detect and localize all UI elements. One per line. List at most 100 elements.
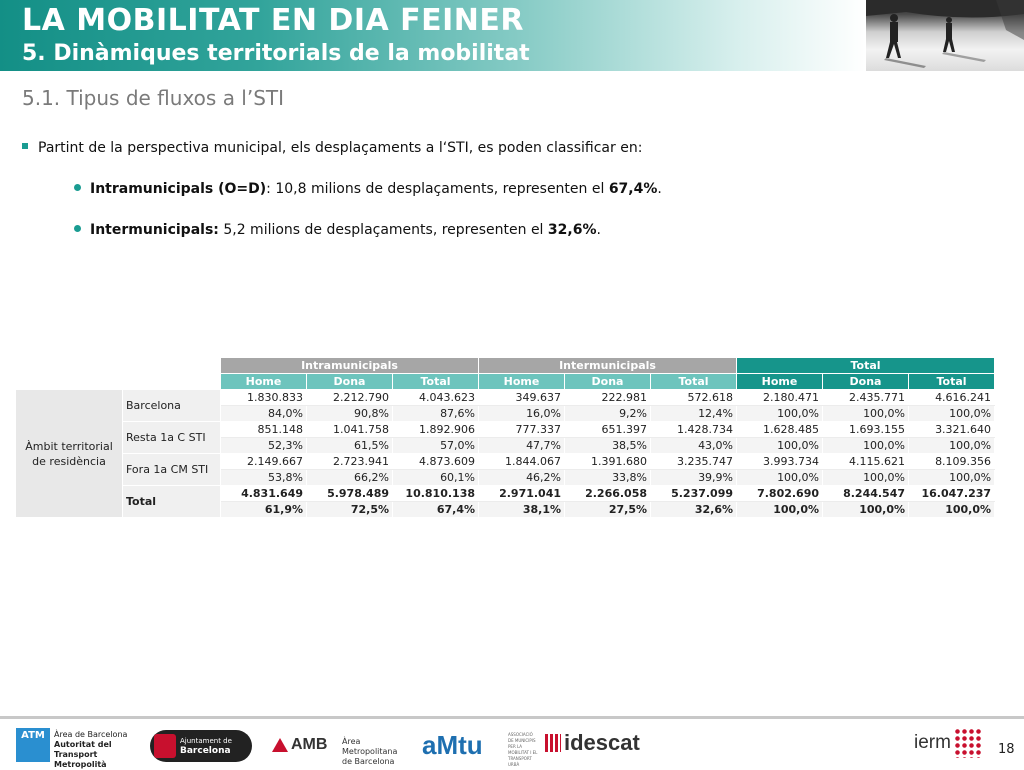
count-cell: 3.993.734 — [736, 453, 824, 470]
row-group-header: Àmbit territorial de residència — [15, 389, 123, 518]
intro-text: Partint de la perspectiva municipal, els… — [38, 140, 643, 156]
percent-cell: 39,9% — [650, 469, 738, 486]
count-cell: 1.428.734 — [650, 421, 738, 438]
count-cell: 10.810.138 — [391, 485, 480, 502]
col-header: Home — [220, 373, 307, 390]
col-header: Total — [650, 373, 738, 390]
amb-logo: AMB Àrea Metropolitana de Barcelona — [272, 728, 402, 766]
table-row: 84,0% 90,8% 87,6% 16,0% 9,2% 12,4% 100,0% 100,0… — [16, 405, 996, 422]
percent-cell: 12,4% — [650, 405, 738, 422]
percent-cell: 47,7% — [478, 437, 566, 454]
atm-text: Àrea de Barcelona Autoritat del Transpor… — [54, 730, 128, 770]
percent-cell: 52,3% — [220, 437, 307, 454]
percent-cell: 57,0% — [391, 437, 480, 454]
atm-line: Metropolità — [54, 760, 107, 769]
percent-cell: 100,0% — [736, 469, 824, 486]
count-cell: 5.978.489 — [306, 485, 393, 502]
count-cell: 7.802.690 — [736, 485, 824, 502]
count-cell: 3.321.640 — [908, 421, 996, 438]
count-cell: 777.337 — [478, 421, 566, 438]
percent-cell: 100,0% — [908, 501, 996, 518]
percent-cell: 90,8% — [306, 405, 393, 422]
amtu-logo: aMtu ASSOCIACIÓ DE MUNICIPIS PER LA MOBI… — [422, 728, 537, 767]
percent-cell: 46,2% — [478, 469, 566, 486]
barcelona-shield-icon — [154, 734, 176, 758]
page-subtitle: 5. Dinàmiques territorials de la mobilit… — [22, 41, 530, 66]
bullet-separator: : — [266, 181, 276, 197]
count-cell: 1.391.680 — [564, 453, 652, 470]
count-cell: 4.831.649 — [220, 485, 307, 502]
idescat-logo: idescat — [545, 728, 651, 762]
idescat-word: idescat — [564, 730, 640, 755]
percent-cell: 60,1% — [391, 469, 480, 486]
atm-logo: ATM Àrea de Barcelona Autoritat del Tran… — [16, 728, 128, 769]
percent-cell: 61,5% — [306, 437, 393, 454]
percent-cell: 27,5% — [564, 501, 652, 518]
blank-cell — [122, 357, 221, 374]
count-cell: 2.723.941 — [306, 453, 393, 470]
percent-cell: 100,0% — [908, 469, 996, 486]
percent-cell: 33,8% — [564, 469, 652, 486]
count-cell: 2.212.790 — [306, 389, 393, 406]
intro-bullet: Partint de la perspectiva municipal, els… — [22, 140, 642, 156]
mobility-table: Intramunicipals Intermunicipals Total Ho… — [15, 357, 996, 518]
bullet-label: Intermunicipals: — [90, 222, 219, 238]
percent-cell: 67,4% — [391, 501, 480, 518]
percent-cell: 16,0% — [478, 405, 566, 422]
percent-cell: 100,0% — [822, 501, 910, 518]
percent-cell: 87,6% — [391, 405, 480, 422]
group-header-row: Intramunicipals Intermunicipals Total — [15, 357, 996, 374]
percent-cell: 100,0% — [908, 405, 996, 422]
count-cell: 8.109.356 — [908, 453, 996, 470]
atm-line: Àrea de Barcelona — [54, 730, 128, 739]
bullet-end: . — [657, 181, 662, 197]
percent-cell: 66,2% — [306, 469, 393, 486]
count-cell: 222.981 — [564, 389, 652, 406]
row-label: Total — [122, 485, 221, 518]
group-header-total: Total — [736, 357, 996, 374]
bullet-value: 32,6% — [547, 222, 597, 238]
percent-cell: 84,0% — [220, 405, 307, 422]
count-cell: 851.148 — [220, 421, 307, 438]
footer-divider — [0, 716, 1024, 719]
count-cell: 572.618 — [650, 389, 738, 406]
percent-cell: 61,9% — [220, 501, 307, 518]
row-label: Fora 1a CM STI — [122, 453, 221, 486]
count-cell: 651.397 — [564, 421, 652, 438]
percent-cell: 53,8% — [220, 469, 307, 486]
dot-bullet-icon — [74, 183, 81, 191]
percent-cell: 100,0% — [822, 437, 910, 454]
pedestrians-image — [866, 0, 1024, 68]
col-header: Home — [736, 373, 824, 390]
bullet-label: Intramunicipals (O=D) — [90, 181, 267, 197]
iermb-dots-icon — [954, 728, 982, 758]
count-cell: 5.237.099 — [650, 485, 738, 502]
count-cell: 4.115.621 — [822, 453, 910, 470]
count-cell: 8.244.547 — [822, 485, 910, 502]
count-cell: 4.043.623 — [391, 389, 480, 406]
idescat-mark-icon — [545, 734, 561, 752]
table-row: Àmbit territorial de residència Barcelona… — [15, 389, 996, 518]
count-cell: 1.628.485 — [736, 421, 824, 438]
bullet-value: 67,4% — [608, 181, 658, 197]
bullet-end: . — [596, 222, 601, 238]
percent-cell: 72,5% — [306, 501, 393, 518]
group-header-intermunicipals: Intermunicipals — [478, 357, 738, 374]
row-label: Barcelona — [122, 389, 221, 422]
barcelona-line: Barcelona — [180, 746, 231, 756]
count-cell: 2.180.471 — [736, 389, 824, 406]
amtu-word: aMtu — [422, 730, 483, 760]
square-bullet-icon — [22, 143, 28, 149]
blank-cell — [15, 373, 123, 390]
percent-cell: 100,0% — [736, 501, 824, 518]
bullet-text: 5,2 milions de desplaçaments, represente… — [223, 222, 548, 238]
table-row: 61,9% 72,5% 67,4% 38,1% 27,5% 32,6% 100,0% 100,… — [16, 501, 996, 518]
count-cell: 1.693.155 — [822, 421, 910, 438]
percent-cell: 32,6% — [650, 501, 738, 518]
count-cell: 1.844.067 — [478, 453, 566, 470]
table-row: Total 4.831.649 5.978.489 10.810.138 2.971.0… — [16, 485, 996, 518]
count-cell: 2.266.058 — [564, 485, 652, 502]
amb-word: AMB — [291, 736, 328, 753]
percent-cell: 38,5% — [564, 437, 652, 454]
section-heading: 5.1. Tipus de fluxos a l’STI — [22, 86, 285, 110]
